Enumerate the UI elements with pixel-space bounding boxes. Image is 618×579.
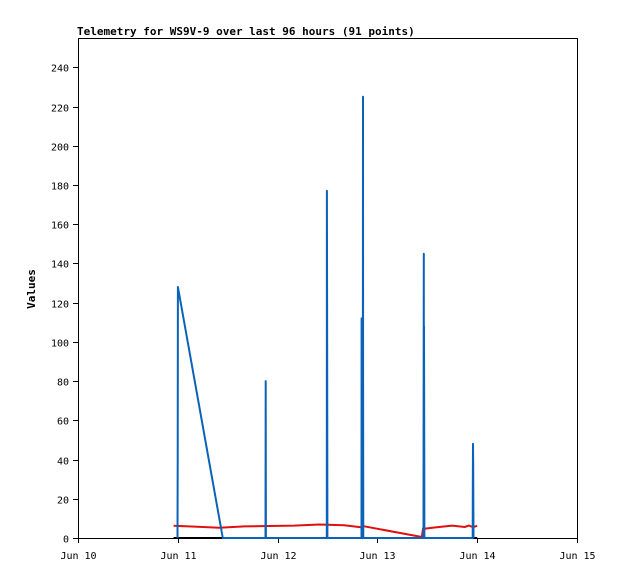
x-tick-label: Jun 14 — [459, 551, 495, 562]
y-tick-label: 180 — [51, 182, 69, 193]
series-line-1 — [173, 523, 478, 538]
y-tick-label: 60 — [57, 417, 69, 428]
x-tick-label: Jun 12 — [260, 551, 296, 562]
y-tick-label: 140 — [51, 260, 69, 271]
y-tick-label: 160 — [51, 221, 69, 232]
y-tick-label: 100 — [51, 339, 69, 350]
x-axis: Jun 10 Jun 11 Jun 12 Jun 13 Jun 14 Jun 15 — [60, 538, 596, 562]
y-tick-label: 220 — [51, 104, 69, 115]
series-line-0 — [176, 95, 475, 539]
y-tick-label: 20 — [57, 496, 69, 507]
y-axis: 0 20 40 60 80 100 120 140 160 180 200 220 240 — [51, 64, 78, 546]
y-tick-label: 80 — [57, 378, 69, 389]
y-axis-label: Values — [25, 269, 38, 309]
chart-title: Telemetry for WS9V-9 over last 96 hours … — [77, 25, 415, 38]
x-tick-label: Jun 10 — [60, 551, 96, 562]
y-tick-label: 200 — [51, 143, 69, 154]
y-tick-label: 0 — [63, 535, 69, 546]
x-tick-label: Jun 13 — [359, 551, 395, 562]
x-tick-label: Jun 15 — [559, 551, 595, 562]
y-tick-label: 240 — [51, 64, 69, 75]
y-tick-label: 120 — [51, 300, 69, 311]
series-layer — [173, 95, 478, 539]
y-tick-label: 40 — [57, 457, 69, 468]
x-tick-label: Jun 11 — [160, 551, 196, 562]
